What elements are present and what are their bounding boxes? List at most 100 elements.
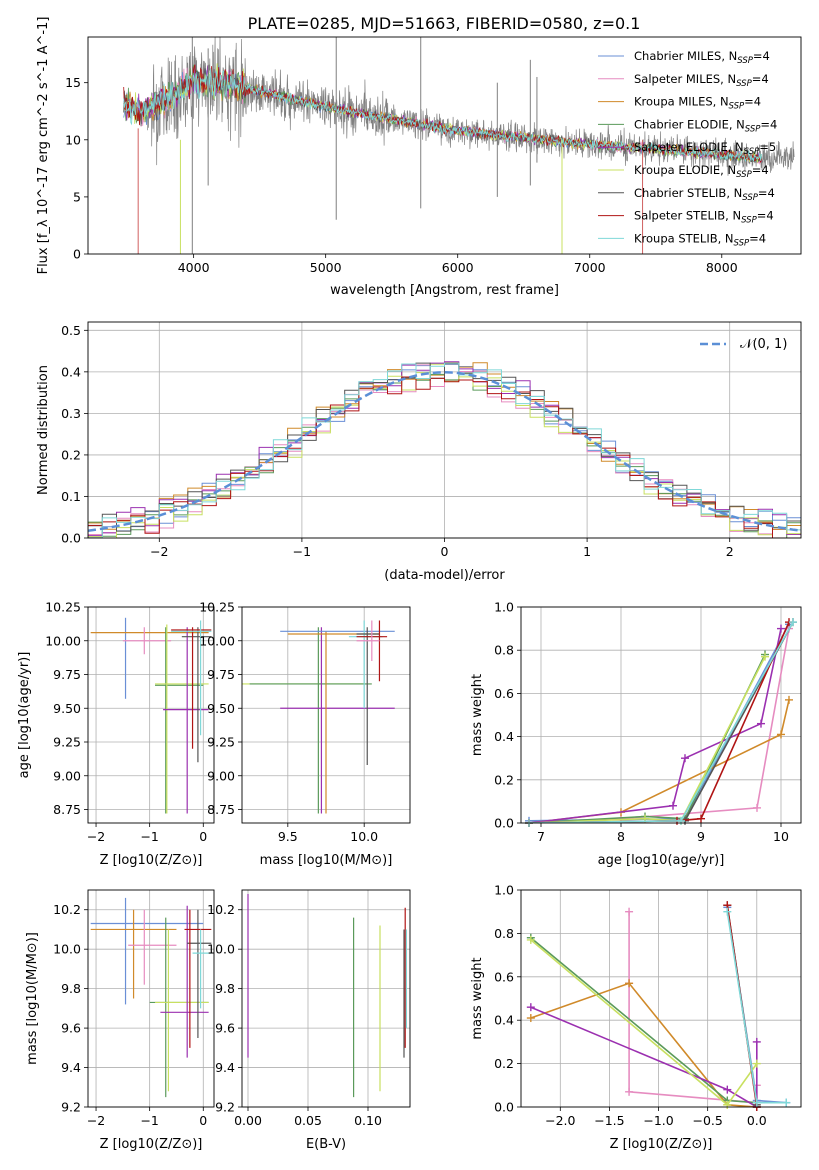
axes-frame bbox=[520, 606, 802, 824]
mass-weight-line bbox=[528, 623, 790, 822]
x-tick-label: 0.05 bbox=[294, 1113, 322, 1128]
mass_vs_Z-chart: −2 −1 0 9.2 9.4 9.6 9.8 10.0 10.2 Z [log10(Z/Z⊙)]… bbox=[25, 889, 215, 1152]
axes-frame bbox=[87, 36, 802, 255]
massweight_vs_age-chart: 7 8 9 10 0.0 0.2 0.4 0.6 0.8 1.0 age [log10(age/yr… bbox=[470, 600, 802, 868]
x-tick-label: −1 bbox=[140, 829, 158, 844]
y-tick-label: 10.25 bbox=[199, 600, 235, 615]
y-tick-label: 0.5 bbox=[61, 323, 81, 338]
y-tick-label: 0.8 bbox=[494, 643, 514, 658]
legend-label-subscript: SSP bbox=[742, 193, 758, 203]
y-tick-label: 0.2 bbox=[61, 447, 81, 462]
x-tick-label: 0.00 bbox=[234, 1113, 262, 1128]
y-tick-label: 9.75 bbox=[53, 667, 81, 682]
x-axis-label: mass [log10(M/M⊙)] bbox=[260, 853, 393, 868]
y-tick-label: 9.8 bbox=[215, 981, 235, 996]
legend-label: Chabrier ELODIE, NSSP=4 bbox=[634, 117, 777, 134]
y-tick-label: 0.2 bbox=[494, 1056, 514, 1071]
legend-label-value: =4 bbox=[744, 95, 761, 109]
legend-label-value: =4 bbox=[757, 209, 774, 223]
x-axis-label: (data-model)/error bbox=[384, 568, 505, 583]
x-tick-label: −1 bbox=[140, 1113, 158, 1128]
axes-frame bbox=[87, 606, 215, 824]
x-tick-label: −0.5 bbox=[692, 1113, 722, 1128]
x-tick-label: 9.5 bbox=[278, 829, 298, 844]
x-tick-label: 4000 bbox=[178, 260, 210, 275]
y-tick-label: 10.2 bbox=[207, 902, 235, 917]
legend-label: Kroupa STELIB, NSSP=4 bbox=[634, 231, 766, 248]
y-tick-label: 9.25 bbox=[207, 735, 235, 750]
legend-label-subscript: SSP bbox=[736, 170, 752, 180]
axes-frame bbox=[241, 889, 411, 1108]
y-tick-label: 0.2 bbox=[494, 772, 514, 787]
spectrum-model-line bbox=[123, 68, 762, 163]
x-axis-label: Z [log10(Z/Z⊙)] bbox=[610, 1137, 713, 1152]
histogram-series bbox=[88, 362, 801, 538]
x-axis-label: Z [log10(Z/Z⊙)] bbox=[100, 1137, 203, 1152]
y-axis-label: mass [log10(M/M⊙)] bbox=[25, 932, 40, 1065]
residuals-chart: −2 −1 0 1 2 0.0 0.1 0.2 0.3 0.4 0.5 𝒩(0, 1) (data-mo… bbox=[36, 321, 802, 583]
legend-label-subscript: SSP bbox=[736, 79, 752, 89]
y-tick-label: 9.00 bbox=[207, 768, 235, 783]
x-tick-label: 7 bbox=[537, 829, 545, 844]
x-axis-label: E(B-V) bbox=[306, 1137, 346, 1152]
x-tick-label: 6000 bbox=[442, 260, 474, 275]
legend-label: Salpeter STELIB, NSSP=4 bbox=[634, 209, 774, 226]
x-tick-label: 10 bbox=[773, 829, 789, 844]
x-axis-label: wavelength [Angstrom, rest frame] bbox=[330, 283, 559, 298]
x-tick-label: 8000 bbox=[706, 260, 738, 275]
y-tick-label: 9.50 bbox=[53, 701, 81, 716]
y-tick-label: 0.3 bbox=[61, 406, 81, 421]
x-tick-label: 1 bbox=[583, 544, 591, 559]
mass-weight-line bbox=[530, 982, 757, 1107]
x-tick-label: −2 bbox=[87, 829, 105, 844]
axes-frame bbox=[87, 321, 802, 539]
y-tick-label: 0.4 bbox=[494, 729, 514, 744]
axes-frame bbox=[241, 606, 411, 824]
y-tick-label: 9.6 bbox=[61, 1021, 81, 1036]
axes-frame bbox=[87, 889, 215, 1108]
x-axis-label: Z [log10(Z/Z⊙)] bbox=[100, 853, 203, 868]
y-tick-label: 15 bbox=[65, 75, 81, 90]
y-tick-label: 1.0 bbox=[494, 600, 514, 615]
y-tick-label: 0.0 bbox=[61, 531, 81, 546]
y-axis-label: Flux [f_λ 10^-17 erg cm^-2 s^-1 A^-1] bbox=[36, 17, 51, 275]
spectrum-legend: Chabrier MILES, NSSP=4 Salpeter MILES, NS… bbox=[598, 49, 777, 248]
age_vs_mass-chart: 9.5 10.0 8.75 9.00 9.25 9.50 9.75 10.00 10.25 mas… bbox=[199, 600, 411, 868]
y-tick-label: 9.4 bbox=[215, 1060, 235, 1075]
x-tick-label: 9 bbox=[697, 829, 705, 844]
mass-weight-line bbox=[528, 656, 766, 823]
y-tick-label: 0.4 bbox=[494, 1013, 514, 1028]
y-tick-label: 0.6 bbox=[494, 969, 514, 984]
y-tick-label: 0 bbox=[73, 247, 81, 262]
mass-weight-line bbox=[528, 699, 790, 823]
y-tick-label: 0.8 bbox=[494, 926, 514, 941]
legend-label-subscript: SSP bbox=[744, 147, 760, 157]
y-tick-label: 5 bbox=[73, 189, 81, 204]
y-axis-label: mass weight bbox=[470, 957, 485, 1039]
y-tick-label: 8.75 bbox=[53, 802, 81, 817]
y-tick-label: 1.0 bbox=[494, 883, 514, 898]
age_vs_Z-chart: −2 −1 0 8.75 9.00 9.25 9.50 9.75 10.00 10.25 Z [lo… bbox=[17, 600, 215, 868]
legend-label-subscript: SSP bbox=[745, 124, 761, 134]
y-tick-label: 10.0 bbox=[53, 942, 81, 957]
x-tick-label: 8 bbox=[617, 829, 625, 844]
legend-label-value: =4 bbox=[749, 231, 766, 245]
legend-label: Kroupa MILES, NSSP=4 bbox=[634, 95, 761, 112]
mass-weight-line bbox=[530, 1006, 758, 1107]
x-tick-label: 0 bbox=[199, 1113, 207, 1128]
mass-weight-line bbox=[530, 939, 758, 1106]
x-tick-label: −1 bbox=[293, 544, 311, 559]
legend-label-subscript: SSP bbox=[729, 102, 745, 112]
x-tick-label: 10.0 bbox=[350, 829, 378, 844]
y-tick-label: 10.2 bbox=[53, 902, 81, 917]
legend-label-value: =4 bbox=[752, 163, 769, 177]
y-tick-label: 10.0 bbox=[207, 942, 235, 957]
y-axis-label: Normed distribution bbox=[36, 365, 51, 495]
y-tick-label: 9.2 bbox=[61, 1100, 81, 1115]
legend-label-subscript: SSP bbox=[741, 216, 757, 226]
y-tick-label: 9.50 bbox=[207, 701, 235, 716]
y-tick-label: 0.6 bbox=[494, 686, 514, 701]
spectrum-model-line bbox=[123, 64, 762, 163]
legend-label: Kroupa ELODIE, NSSP=4 bbox=[634, 163, 769, 180]
y-tick-label: 0.0 bbox=[494, 1100, 514, 1115]
